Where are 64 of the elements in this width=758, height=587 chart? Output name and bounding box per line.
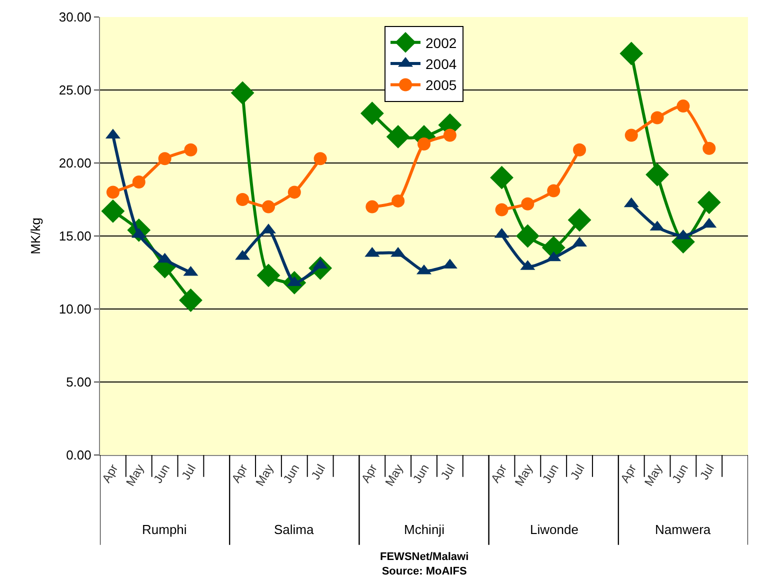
point xyxy=(443,128,456,142)
point xyxy=(256,264,280,288)
text: Rumphi xyxy=(142,522,187,537)
point xyxy=(573,143,586,156)
point xyxy=(547,184,560,198)
text: Salima xyxy=(274,522,315,537)
legend-label: 2002 xyxy=(426,34,457,51)
x-tick-label: Jun xyxy=(540,462,562,486)
legend-label: 2005 xyxy=(426,77,457,94)
point xyxy=(650,111,664,124)
point xyxy=(676,100,690,113)
point xyxy=(516,224,540,248)
point xyxy=(418,138,430,151)
x-tick-label: Jul xyxy=(697,462,717,482)
point xyxy=(179,288,202,312)
point xyxy=(521,197,534,210)
x-tick-label: Apr xyxy=(488,462,510,486)
point xyxy=(360,102,384,126)
point xyxy=(697,190,721,214)
y-tick-label: 25.00 xyxy=(58,82,92,98)
point xyxy=(262,200,275,214)
x-tick-label: Jun xyxy=(150,462,173,486)
y-tick-label: 0.00 xyxy=(66,448,92,463)
x-tick-label: Jun xyxy=(410,462,432,486)
point xyxy=(624,128,638,142)
point xyxy=(366,200,379,214)
x-tick-label: Jul xyxy=(178,462,199,482)
point xyxy=(646,162,669,186)
point xyxy=(490,166,514,190)
y-tick-label: 15.00 xyxy=(58,228,92,244)
x-tick-label: Jun xyxy=(280,462,302,486)
point xyxy=(568,208,592,232)
point xyxy=(386,125,410,148)
x-tick-label: Apr xyxy=(228,462,250,486)
y-axis-title: MK/kg xyxy=(28,218,43,254)
x-tick-label: Jul xyxy=(438,462,458,482)
x-tick-label: Apr xyxy=(99,462,121,486)
x-tick-label: Jul xyxy=(568,462,588,482)
text: FEWSNet/Malawi Source: MoAIFS xyxy=(380,551,469,578)
point xyxy=(314,152,327,166)
point xyxy=(101,199,125,223)
y-tick-label: 20.00 xyxy=(58,156,92,171)
point xyxy=(620,42,644,66)
point xyxy=(392,194,405,208)
y-tick-label: 10.00 xyxy=(58,302,92,317)
x-tick-label: Jul xyxy=(308,462,328,482)
x-tick-label: Apr xyxy=(618,462,640,486)
text: Mchinji xyxy=(404,522,445,537)
point xyxy=(288,186,301,199)
point xyxy=(184,143,198,156)
y-tick-label: 5.00 xyxy=(66,374,92,390)
point xyxy=(495,203,508,216)
x-tick-label: Apr xyxy=(358,462,380,486)
x-tick-label: Jun xyxy=(669,462,691,486)
point xyxy=(132,175,146,188)
point xyxy=(702,142,716,155)
text: Liwonde xyxy=(530,522,578,537)
point xyxy=(236,193,250,206)
legend-label: 2004 xyxy=(426,56,457,72)
y-tick-label: 30.00 xyxy=(58,10,92,25)
text: Namwera xyxy=(655,522,712,537)
point xyxy=(230,81,254,105)
point xyxy=(106,186,120,199)
point xyxy=(158,152,172,166)
